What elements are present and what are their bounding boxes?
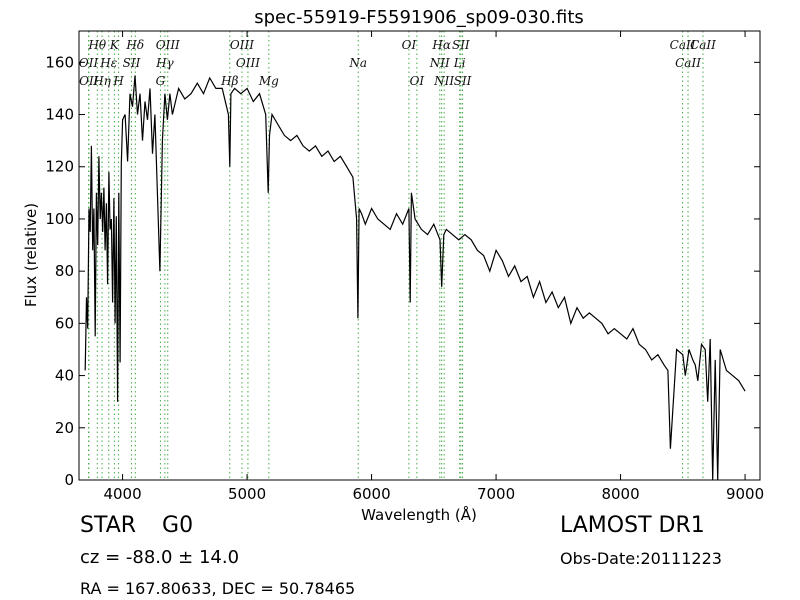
line-label: SII bbox=[454, 74, 472, 88]
redshift-label: cz = -88.0 ± 14.0 bbox=[80, 547, 240, 568]
x-tick-label: 6000 bbox=[352, 485, 390, 503]
line-label: OII bbox=[79, 56, 99, 70]
x-tick-label: 4000 bbox=[103, 485, 141, 503]
x-tick-label: 9000 bbox=[726, 485, 764, 503]
y-tick-label: 20 bbox=[55, 419, 74, 437]
object-subclass: G0 bbox=[162, 513, 194, 538]
x-tick-label: 8000 bbox=[601, 485, 639, 503]
y-axis-ticks: 0 20 40 60 80 100 120 140 160 bbox=[45, 53, 760, 489]
line-label: Li bbox=[453, 56, 466, 70]
line-label: Hθ bbox=[87, 38, 106, 52]
line-label: NII bbox=[433, 74, 454, 88]
chart-title: spec-55919-F5591906_sp09-030.fits bbox=[254, 7, 584, 28]
spectral-line-markers bbox=[88, 31, 704, 480]
line-label: Hγ bbox=[155, 56, 174, 70]
x-axis-label: Wavelength (Å) bbox=[361, 505, 477, 524]
y-tick-label: 80 bbox=[55, 262, 74, 280]
line-label: G bbox=[156, 74, 166, 88]
line-label: CaII bbox=[690, 38, 716, 52]
x-tick-label: 5000 bbox=[228, 485, 266, 503]
line-label: SII bbox=[123, 56, 141, 70]
y-axis-label: Flux (relative) bbox=[22, 203, 40, 307]
line-label: K bbox=[109, 38, 120, 52]
coordinates-label: RA = 167.80633, DEC = 50.78465 bbox=[80, 579, 356, 598]
y-tick-label: 140 bbox=[45, 106, 74, 124]
line-label: OII bbox=[79, 74, 99, 88]
classification-label: STAR G0 bbox=[80, 513, 219, 538]
line-label: Hδ bbox=[125, 38, 144, 52]
line-label: OIII bbox=[230, 38, 254, 52]
plot-frame bbox=[78, 30, 761, 481]
y-tick-label: 0 bbox=[64, 471, 74, 489]
line-label: Hε bbox=[99, 56, 117, 70]
line-label: OIII bbox=[156, 38, 180, 52]
line-label: Mg bbox=[258, 74, 279, 88]
x-tick-label: 7000 bbox=[477, 485, 515, 503]
line-label: OI bbox=[402, 38, 417, 52]
line-label: OIII bbox=[236, 56, 260, 70]
line-label: Hη bbox=[92, 74, 111, 88]
line-label: OI bbox=[410, 74, 425, 88]
spectrum-line bbox=[84, 75, 746, 481]
line-label: NII bbox=[429, 56, 450, 70]
x-axis-ticks: 4000 5000 6000 7000 8000 9000 bbox=[103, 31, 764, 503]
line-label: CaII bbox=[675, 56, 701, 70]
y-tick-label: 100 bbox=[45, 210, 74, 228]
line-label: Hα bbox=[431, 38, 451, 52]
line-label: SII bbox=[452, 38, 470, 52]
line-label: Hβ bbox=[220, 74, 238, 88]
line-label: Na bbox=[348, 56, 367, 70]
y-tick-label: 120 bbox=[45, 158, 74, 176]
line-label: CaII bbox=[670, 38, 696, 52]
y-tick-label: 40 bbox=[55, 367, 74, 385]
y-tick-label: 60 bbox=[55, 314, 74, 332]
y-tick-label: 160 bbox=[45, 53, 74, 71]
line-label: H bbox=[112, 74, 124, 88]
object-class: STAR bbox=[80, 513, 137, 538]
observation-date-label: Obs-Date:20111223 bbox=[560, 549, 722, 568]
survey-label: LAMOST DR1 bbox=[560, 513, 705, 538]
